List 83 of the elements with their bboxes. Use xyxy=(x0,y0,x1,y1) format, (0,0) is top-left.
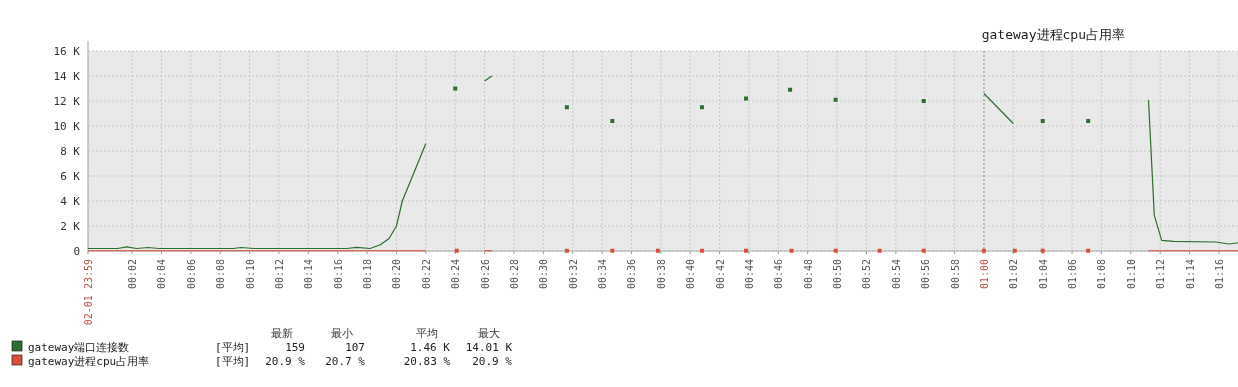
point xyxy=(610,248,615,253)
legend-label: gateway端口连接数 xyxy=(28,341,130,354)
xtick: 00:32 xyxy=(567,259,579,290)
xtick: 00:40 xyxy=(685,259,697,290)
xtick: 01:10 xyxy=(1125,259,1137,290)
text: 20.83 % xyxy=(403,355,451,368)
point xyxy=(1086,119,1091,123)
point xyxy=(699,248,704,253)
xtick: 00:02 xyxy=(127,259,139,290)
point xyxy=(744,248,749,253)
point xyxy=(789,248,794,253)
xtick: 02-01 23:59 xyxy=(83,259,94,326)
xtick: 00:42 xyxy=(714,259,726,290)
text: 最大 xyxy=(478,327,500,340)
xtick: 01:14 xyxy=(1184,259,1196,290)
point xyxy=(699,105,704,110)
xtick: 00:50 xyxy=(832,259,844,290)
text: 最小 xyxy=(331,327,353,340)
xtick: 01:02 xyxy=(1008,259,1020,290)
text: [平均] xyxy=(215,355,251,368)
text: 平均 xyxy=(416,327,438,340)
ytick: 16 K xyxy=(53,45,80,58)
xtick: 00:22 xyxy=(420,259,432,290)
xtick: 00:36 xyxy=(626,259,638,290)
xtick: 00:38 xyxy=(655,259,667,290)
point xyxy=(1086,248,1091,253)
ytick: 4 K xyxy=(60,195,80,208)
point xyxy=(877,248,882,253)
xtick: 00:30 xyxy=(538,259,550,290)
ytick: 8 K xyxy=(60,145,80,158)
xtick: 00:06 xyxy=(185,259,197,290)
text: 107 xyxy=(345,341,365,354)
xtick: 00:54 xyxy=(890,259,902,290)
point xyxy=(744,96,749,101)
xtick: 01:06 xyxy=(1067,259,1079,290)
xtick: 00:46 xyxy=(773,259,785,290)
xtick: 01:00 xyxy=(978,259,990,290)
xtick: 00:14 xyxy=(303,259,315,290)
xtick: 00:52 xyxy=(861,259,873,290)
xtick: 00:04 xyxy=(156,259,168,290)
xtick: 00:28 xyxy=(509,259,520,290)
xtick: 01:12 xyxy=(1155,259,1167,290)
point xyxy=(610,119,615,123)
point xyxy=(564,105,569,110)
ytick: 0 xyxy=(73,245,80,258)
xtick: 00:18 xyxy=(362,259,374,290)
point xyxy=(921,99,926,103)
xtick: 00:16 xyxy=(332,259,344,290)
text: [平均] xyxy=(215,341,251,354)
xtick: 01:08 xyxy=(1096,259,1108,290)
text: 14.01 K xyxy=(465,341,513,354)
legend-label: gateway进程cpu占用率 xyxy=(28,355,150,368)
point xyxy=(833,97,838,102)
text: 20.7 % xyxy=(325,355,366,368)
xtick: 01:04 xyxy=(1037,259,1049,290)
ytick: 14 K xyxy=(53,70,80,83)
text: 最新 xyxy=(271,327,293,340)
ytick: 12 K xyxy=(53,95,80,108)
text: 20.9 % xyxy=(472,355,513,368)
xtick: 00:58 xyxy=(949,259,961,290)
xtick: 00:12 xyxy=(273,259,285,290)
xtick: 01:16 xyxy=(1213,259,1225,290)
point xyxy=(453,86,458,91)
point xyxy=(788,87,793,92)
xtick: 00:34 xyxy=(597,259,609,290)
text: 159 xyxy=(285,341,305,354)
ytick: 6 K xyxy=(60,170,80,183)
xtick: 00:48 xyxy=(802,259,814,290)
xtick: 00:56 xyxy=(920,259,932,290)
point xyxy=(655,248,660,253)
xtick: 00:44 xyxy=(743,259,755,290)
xtick: 00:24 xyxy=(450,259,462,290)
text: 1.46 K xyxy=(410,341,451,354)
xtick: 00:08 xyxy=(215,259,227,290)
xtick: 00:20 xyxy=(391,259,403,290)
xtick: 00:26 xyxy=(479,259,491,290)
point xyxy=(564,248,569,253)
xtick: 00:10 xyxy=(244,259,256,290)
point xyxy=(1040,119,1045,123)
ytick: 10 K xyxy=(53,120,80,133)
title: gateway进程cpu占用率 xyxy=(981,27,1125,42)
text: 20.9 % xyxy=(265,355,306,368)
ytick: 2 K xyxy=(60,220,80,233)
